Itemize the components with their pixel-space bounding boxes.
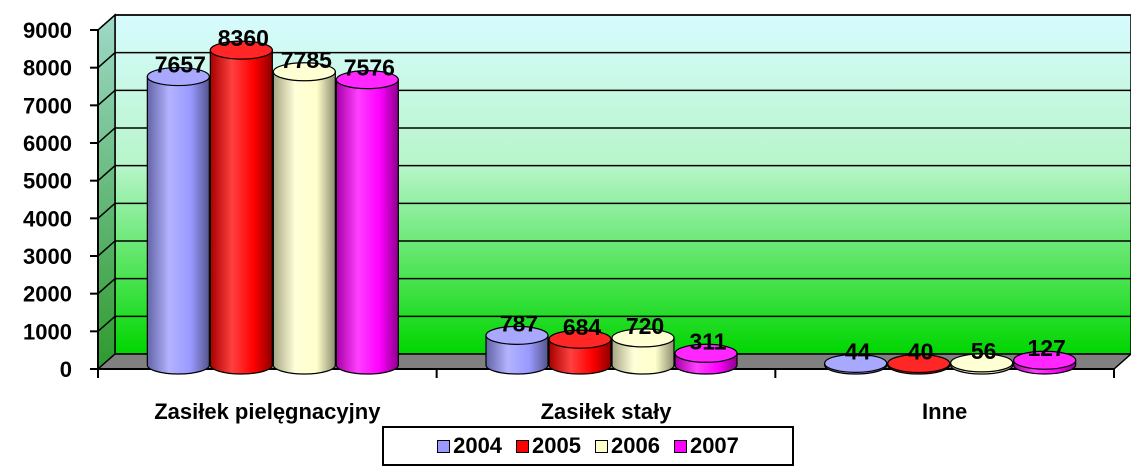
gridline bbox=[97, 14, 1131, 31]
x-category-label: Inne bbox=[922, 399, 967, 424]
bar-top bbox=[272, 62, 336, 82]
legend-label: 2004 bbox=[453, 433, 503, 458]
bar-body bbox=[272, 71, 336, 375]
y-tick-label: 9000 bbox=[23, 18, 72, 43]
gridline bbox=[97, 89, 1131, 106]
bar-2004-2 bbox=[824, 353, 888, 375]
bar-2004-0 bbox=[146, 66, 210, 375]
bar-top bbox=[611, 328, 675, 348]
x-category-label: Zasiłek stały bbox=[541, 399, 673, 424]
data-label: 56 bbox=[971, 338, 997, 364]
data-label: 8360 bbox=[218, 25, 269, 51]
bar-series bbox=[146, 40, 1077, 375]
bar-body bbox=[548, 338, 612, 375]
y-tick-label: 8000 bbox=[23, 56, 72, 81]
y-tick-label: 4000 bbox=[23, 206, 72, 231]
bar-body bbox=[209, 49, 273, 375]
y-tick-label: 5000 bbox=[23, 169, 72, 194]
data-label: 40 bbox=[908, 338, 934, 364]
bar-top bbox=[209, 40, 273, 60]
x-category-label: Zasiłek pielęgnacyjny bbox=[154, 399, 381, 424]
gridline bbox=[97, 277, 1131, 295]
y-tick-label: 2000 bbox=[23, 282, 72, 307]
gridline bbox=[97, 315, 1131, 332]
legend-item-2004: 2004 bbox=[437, 433, 502, 459]
legend-label: 2005 bbox=[532, 433, 581, 458]
bar-top bbox=[950, 353, 1014, 373]
bar-2006-1 bbox=[611, 328, 675, 375]
legend-swatch bbox=[673, 439, 687, 453]
bar-2007-1 bbox=[674, 343, 738, 375]
bar-2006-0 bbox=[272, 62, 336, 375]
legend-swatch bbox=[437, 439, 451, 453]
bar-2005-1 bbox=[548, 329, 612, 375]
legend-item-2006: 2006 bbox=[595, 433, 660, 459]
bar-top bbox=[548, 329, 612, 349]
bar-top bbox=[824, 353, 888, 373]
bar-top bbox=[674, 343, 738, 363]
data-labels: 7657 8360 7785 7576 787 684 720 311 44 40 56 127 bbox=[155, 25, 1066, 364]
bar-2007-2 bbox=[1013, 350, 1077, 375]
legend-label: 2006 bbox=[611, 433, 660, 458]
data-label: 7657 bbox=[155, 52, 206, 78]
x-axis: Zasiłek pielęgnacyjny Zasiłek stały Inne bbox=[97, 368, 1115, 424]
data-label: 720 bbox=[626, 313, 664, 339]
legend-swatch bbox=[516, 439, 530, 453]
bar-2005-0 bbox=[209, 40, 273, 375]
bar-2004-1 bbox=[485, 325, 549, 375]
y-tick-label: 1000 bbox=[23, 319, 72, 344]
gridline bbox=[97, 202, 1131, 219]
legend-item-2007: 2007 bbox=[673, 433, 739, 459]
bar-top bbox=[146, 66, 210, 87]
bar-2007-0 bbox=[335, 70, 399, 375]
gridline bbox=[97, 240, 1131, 257]
data-label: 787 bbox=[500, 310, 538, 336]
gridline bbox=[97, 51, 1131, 69]
bar-2006-2 bbox=[950, 353, 1014, 375]
bar-2005-2 bbox=[887, 353, 951, 375]
bar-top bbox=[887, 353, 951, 374]
legend-label: 2007 bbox=[689, 433, 739, 458]
bar-body bbox=[335, 79, 399, 375]
side-wall bbox=[97, 13, 116, 371]
legend-item-2005: 2005 bbox=[516, 433, 581, 459]
bar-body bbox=[146, 75, 210, 375]
y-tick-label: 3000 bbox=[23, 244, 72, 269]
data-label: 44 bbox=[845, 338, 871, 364]
gridline bbox=[97, 127, 1131, 144]
legend-swatch bbox=[595, 439, 608, 453]
bar-top bbox=[1013, 350, 1077, 370]
data-label: 7785 bbox=[281, 47, 332, 73]
y-tick-label: 0 bbox=[60, 357, 72, 382]
y-axis: 0 1000 2000 3000 4000 5000 6000 7000 8000 9000 bbox=[23, 18, 99, 382]
bar-top bbox=[335, 70, 399, 90]
legend: 2004 2005 2006 2007 bbox=[382, 426, 794, 466]
data-label: 7576 bbox=[344, 55, 395, 81]
data-label: 311 bbox=[689, 328, 726, 354]
bar-body bbox=[485, 334, 549, 375]
data-label: 684 bbox=[563, 314, 602, 340]
data-label: 127 bbox=[1027, 335, 1065, 361]
y-tick-label: 7000 bbox=[23, 93, 72, 118]
bar-body bbox=[611, 337, 675, 375]
gridline bbox=[97, 164, 1131, 182]
y-tick-label: 6000 bbox=[23, 131, 72, 156]
bar-top bbox=[485, 325, 549, 345]
